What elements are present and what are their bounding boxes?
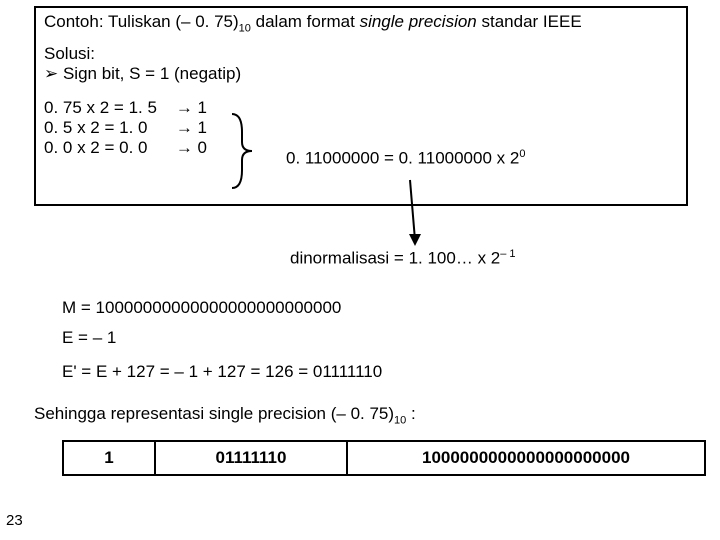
- binres-pre: 0. 11000000 = 0. 11000000 x 2: [286, 149, 519, 168]
- exponent-line: E = – 1: [62, 328, 116, 348]
- example-title: Contoh: Tuliskan (– 0. 75)10 dalam forma…: [44, 12, 678, 34]
- norm-sup: – 1: [500, 248, 515, 260]
- normalized-line: dinormalisasi = 1. 100… x 2– 1: [290, 248, 516, 269]
- conv-line-2: 0. 5 x 2 = 1. 0 → 1: [44, 118, 678, 138]
- solusi-label: Solusi:: [44, 44, 678, 64]
- title-italic: single precision: [360, 12, 477, 31]
- exponent-cell: 01111110: [155, 441, 347, 475]
- binres-sup: 0: [519, 148, 525, 160]
- conv-line-1: 0. 75 x 2 = 1. 5 → 1: [44, 98, 678, 118]
- title-post: standar IEEE: [477, 12, 582, 31]
- seh-pre: Sehingga representasi single precision (…: [34, 404, 394, 423]
- seh-sub: 10: [394, 414, 406, 426]
- title-pre: Contoh: Tuliskan (– 0. 75): [44, 12, 239, 31]
- sign-cell: 1: [63, 441, 155, 475]
- norm-pre: dinormalisasi = 1. 100… x 2: [290, 249, 500, 268]
- biased-exponent-line: E' = E + 127 = – 1 + 127 = 126 = 0111111…: [62, 362, 382, 382]
- title-sub: 10: [239, 22, 251, 34]
- mantissa-line: M = 10000000000000000000000000: [62, 298, 341, 318]
- sehingga-line: Sehingga representasi single precision (…: [34, 404, 416, 426]
- binary-result: 0. 11000000 = 0. 11000000 x 20: [286, 148, 525, 169]
- brace-icon: [228, 112, 258, 190]
- page-number: 23: [6, 512, 23, 529]
- table-row: 1 01111110 1000000000000000000000: [63, 441, 705, 475]
- signbit-line: ➢ Sign bit, S = 1 (negatip): [44, 64, 678, 84]
- seh-post: :: [406, 404, 415, 423]
- arrow-icon: [300, 172, 490, 252]
- title-mid: dalam format: [251, 12, 360, 31]
- mantissa-cell: 1000000000000000000000: [347, 441, 705, 475]
- result-table: 1 01111110 1000000000000000000000: [62, 440, 706, 476]
